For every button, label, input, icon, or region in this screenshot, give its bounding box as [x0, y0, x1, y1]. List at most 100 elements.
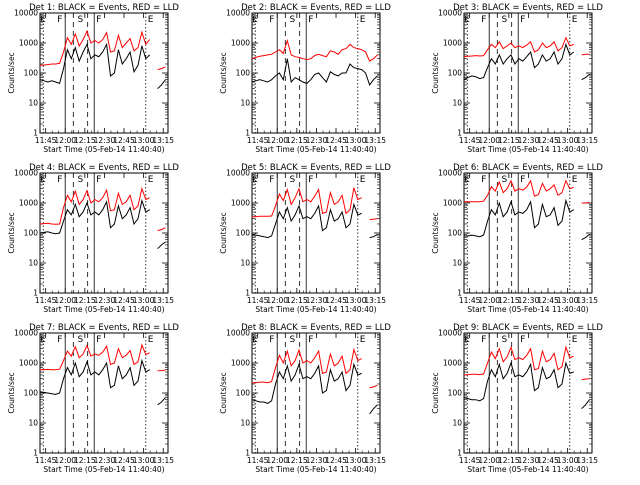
y-tick-label: 10 — [240, 99, 250, 108]
panel-title: Det 6: BLACK = Events, RED = LLD — [453, 163, 603, 173]
x-tick-label: 12:45 — [537, 296, 559, 305]
series-events-line — [39, 42, 166, 90]
y-axis-label: Counts/sec — [219, 212, 228, 253]
interval-label-e-start: E — [40, 335, 46, 345]
interval-label-f1: F — [57, 335, 62, 345]
interval-label-f2: F — [520, 175, 525, 185]
y-tick-label: 10000 — [438, 9, 462, 18]
y-tick-label: 10 — [452, 259, 462, 268]
y-axis-label: Counts/sec — [7, 372, 16, 413]
x-tick-label: 12:15 — [286, 296, 308, 305]
x-axis-label: Start Time (05-Feb-14 11:40:40) — [43, 465, 164, 474]
plot-frame — [251, 12, 381, 134]
interval-label-f2: F — [520, 335, 525, 345]
series-lld-line — [39, 29, 166, 71]
x-tick-label: 11:45 — [247, 136, 269, 145]
x-tick-label: 12:30 — [94, 136, 116, 145]
y-tick-label: 100 — [236, 389, 251, 398]
y-tick-label: 10 — [240, 419, 250, 428]
interval-label-f1: F — [481, 335, 486, 345]
y-tick-label: 1000 — [19, 359, 38, 368]
x-tick-label: 13:15 — [576, 136, 598, 145]
x-tick-label: 12:00 — [54, 456, 76, 465]
x-tick-label: 13:15 — [364, 456, 386, 465]
x-tick-label: 12:15 — [498, 136, 520, 145]
interval-label-s: S — [501, 335, 507, 345]
series-lld-line — [463, 36, 590, 58]
x-axis-label: Start Time (05-Feb-14 11:40:40) — [467, 305, 588, 314]
x-tick-label: 13:00 — [557, 296, 579, 305]
y-tick-label: 100 — [448, 69, 463, 78]
interval-label-f2: F — [96, 335, 101, 345]
y-tick-label: 100 — [448, 229, 463, 238]
y-axis-label: Counts/sec — [7, 212, 16, 253]
x-tick-label: 13:00 — [345, 296, 367, 305]
y-axis-label: Counts/sec — [431, 372, 440, 413]
panel-det-1: Det 1: BLACK = Events, RED = LLD 1 10 100 10… — [7, 3, 179, 154]
x-tick-label: 12:15 — [74, 136, 96, 145]
y-tick-label: 10000 — [14, 9, 38, 18]
x-tick-label: 12:45 — [325, 296, 347, 305]
y-tick-label: 10000 — [226, 9, 250, 18]
x-axis-label: Start Time (05-Feb-14 11:40:40) — [255, 305, 376, 314]
series-lld-line — [39, 186, 166, 232]
x-axis-label: Start Time (05-Feb-14 11:40:40) — [43, 305, 164, 314]
y-tick-label: 10000 — [226, 329, 250, 338]
x-tick-label: 12:00 — [54, 136, 76, 145]
y-axis-label: Counts/sec — [7, 52, 16, 93]
series-events-line — [463, 361, 590, 410]
panel-det-8: Det 8: BLACK = Events, RED = LLD 1 10 100 10… — [219, 323, 391, 474]
y-tick-label: 1000 — [231, 199, 250, 208]
x-tick-label: 12:45 — [113, 456, 135, 465]
x-tick-label: 11:45 — [35, 296, 57, 305]
interval-label-e-start: E — [252, 335, 258, 345]
panel-title: Det 5: BLACK = Events, RED = LLD — [241, 163, 391, 173]
panel-det-3: Det 3: BLACK = Events, RED = LLD 1 10 100 10… — [431, 3, 603, 154]
x-axis-label: Start Time (05-Feb-14 11:40:40) — [255, 465, 376, 474]
x-tick-label: 13:00 — [557, 136, 579, 145]
panel-title: Det 9: BLACK = Events, RED = LLD — [453, 323, 603, 333]
panel-title: Det 7: BLACK = Events, RED = LLD — [29, 323, 179, 333]
interval-label-e-end: E — [572, 335, 578, 345]
y-tick-label: 1 — [33, 449, 38, 458]
x-tick-label: 12:15 — [74, 456, 96, 465]
y-tick-label: 1000 — [443, 199, 462, 208]
x-tick-label: 12:00 — [266, 456, 288, 465]
interval-label-e-end: E — [148, 175, 154, 185]
y-tick-label: 100 — [236, 69, 251, 78]
interval-label-s: S — [289, 335, 295, 345]
y-tick-label: 10000 — [438, 329, 462, 338]
x-tick-label: 12:00 — [54, 296, 76, 305]
x-tick-label: 12:00 — [478, 296, 500, 305]
interval-label-e-start: E — [252, 15, 258, 25]
interval-label-s: S — [501, 175, 507, 185]
y-axis-label: Counts/sec — [219, 52, 228, 93]
y-tick-label: 10 — [28, 259, 38, 268]
x-tick-label: 12:00 — [478, 456, 500, 465]
series-events-line — [251, 202, 378, 239]
interval-label-e-end: E — [572, 15, 578, 25]
interval-label-e-end: E — [360, 15, 366, 25]
x-axis-label: Start Time (05-Feb-14 11:40:40) — [467, 145, 588, 154]
panel-det-9: Det 9: BLACK = Events, RED = LLD 1 10 100 10… — [431, 323, 603, 474]
interval-label-f1: F — [57, 175, 62, 185]
panel-det-6: Det 6: BLACK = Events, RED = LLD 1 10 100 10… — [431, 163, 603, 314]
interval-label-e-end: E — [360, 175, 366, 185]
plot-frame — [463, 172, 593, 294]
plot-frame — [251, 172, 381, 294]
y-tick-label: 100 — [236, 229, 251, 238]
y-tick-label: 10 — [452, 99, 462, 108]
interval-label-s: S — [289, 175, 295, 185]
interval-label-e-start: E — [464, 335, 470, 345]
interval-label-s: S — [77, 335, 83, 345]
panel-title: Det 4: BLACK = Events, RED = LLD — [29, 163, 179, 173]
y-tick-label: 1 — [457, 449, 462, 458]
y-tick-label: 10 — [452, 419, 462, 428]
y-tick-label: 100 — [24, 229, 39, 238]
panel-det-4: Det 4: BLACK = Events, RED = LLD 1 10 100 10… — [7, 163, 179, 314]
interval-label-f1: F — [57, 15, 62, 25]
interval-label-e-end: E — [360, 335, 366, 345]
x-tick-label: 12:15 — [286, 136, 308, 145]
